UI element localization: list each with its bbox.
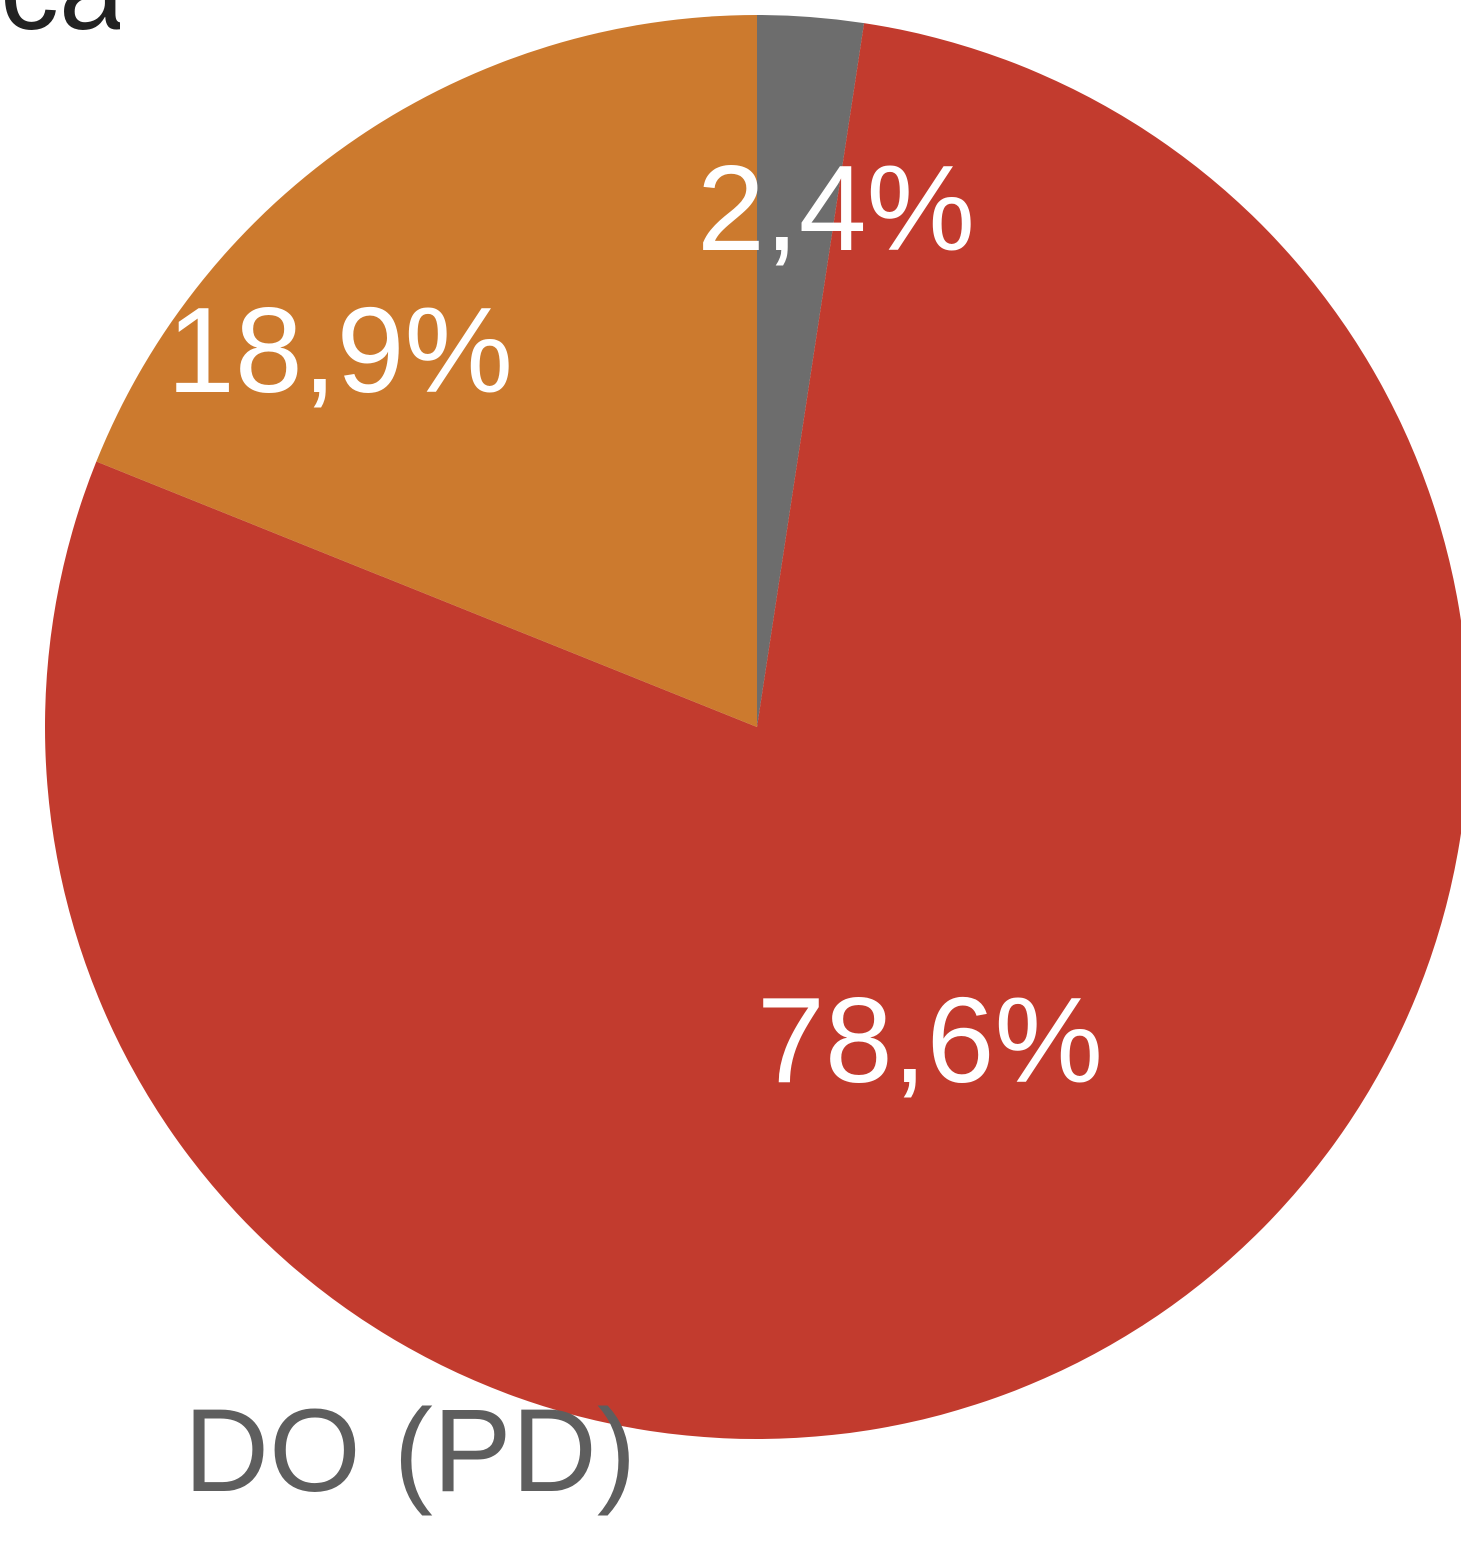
pie-labels: 2,4% 78,6% 18,9% <box>167 140 1103 1108</box>
pie-slices <box>45 15 1461 1439</box>
chart-caption: DO (PD) <box>183 1385 637 1517</box>
pie-slice-0 <box>757 15 865 727</box>
pie-slice-2 <box>96 15 758 727</box>
pie-slice-label-2: 18,9% <box>167 282 513 418</box>
pie-slice-label-0: 2,4% <box>697 140 975 276</box>
pie-slice-label-1: 78,6% <box>757 972 1103 1108</box>
cropped-title-fragment: ca) <box>0 0 120 48</box>
pie-slice-1 <box>45 23 1461 1439</box>
